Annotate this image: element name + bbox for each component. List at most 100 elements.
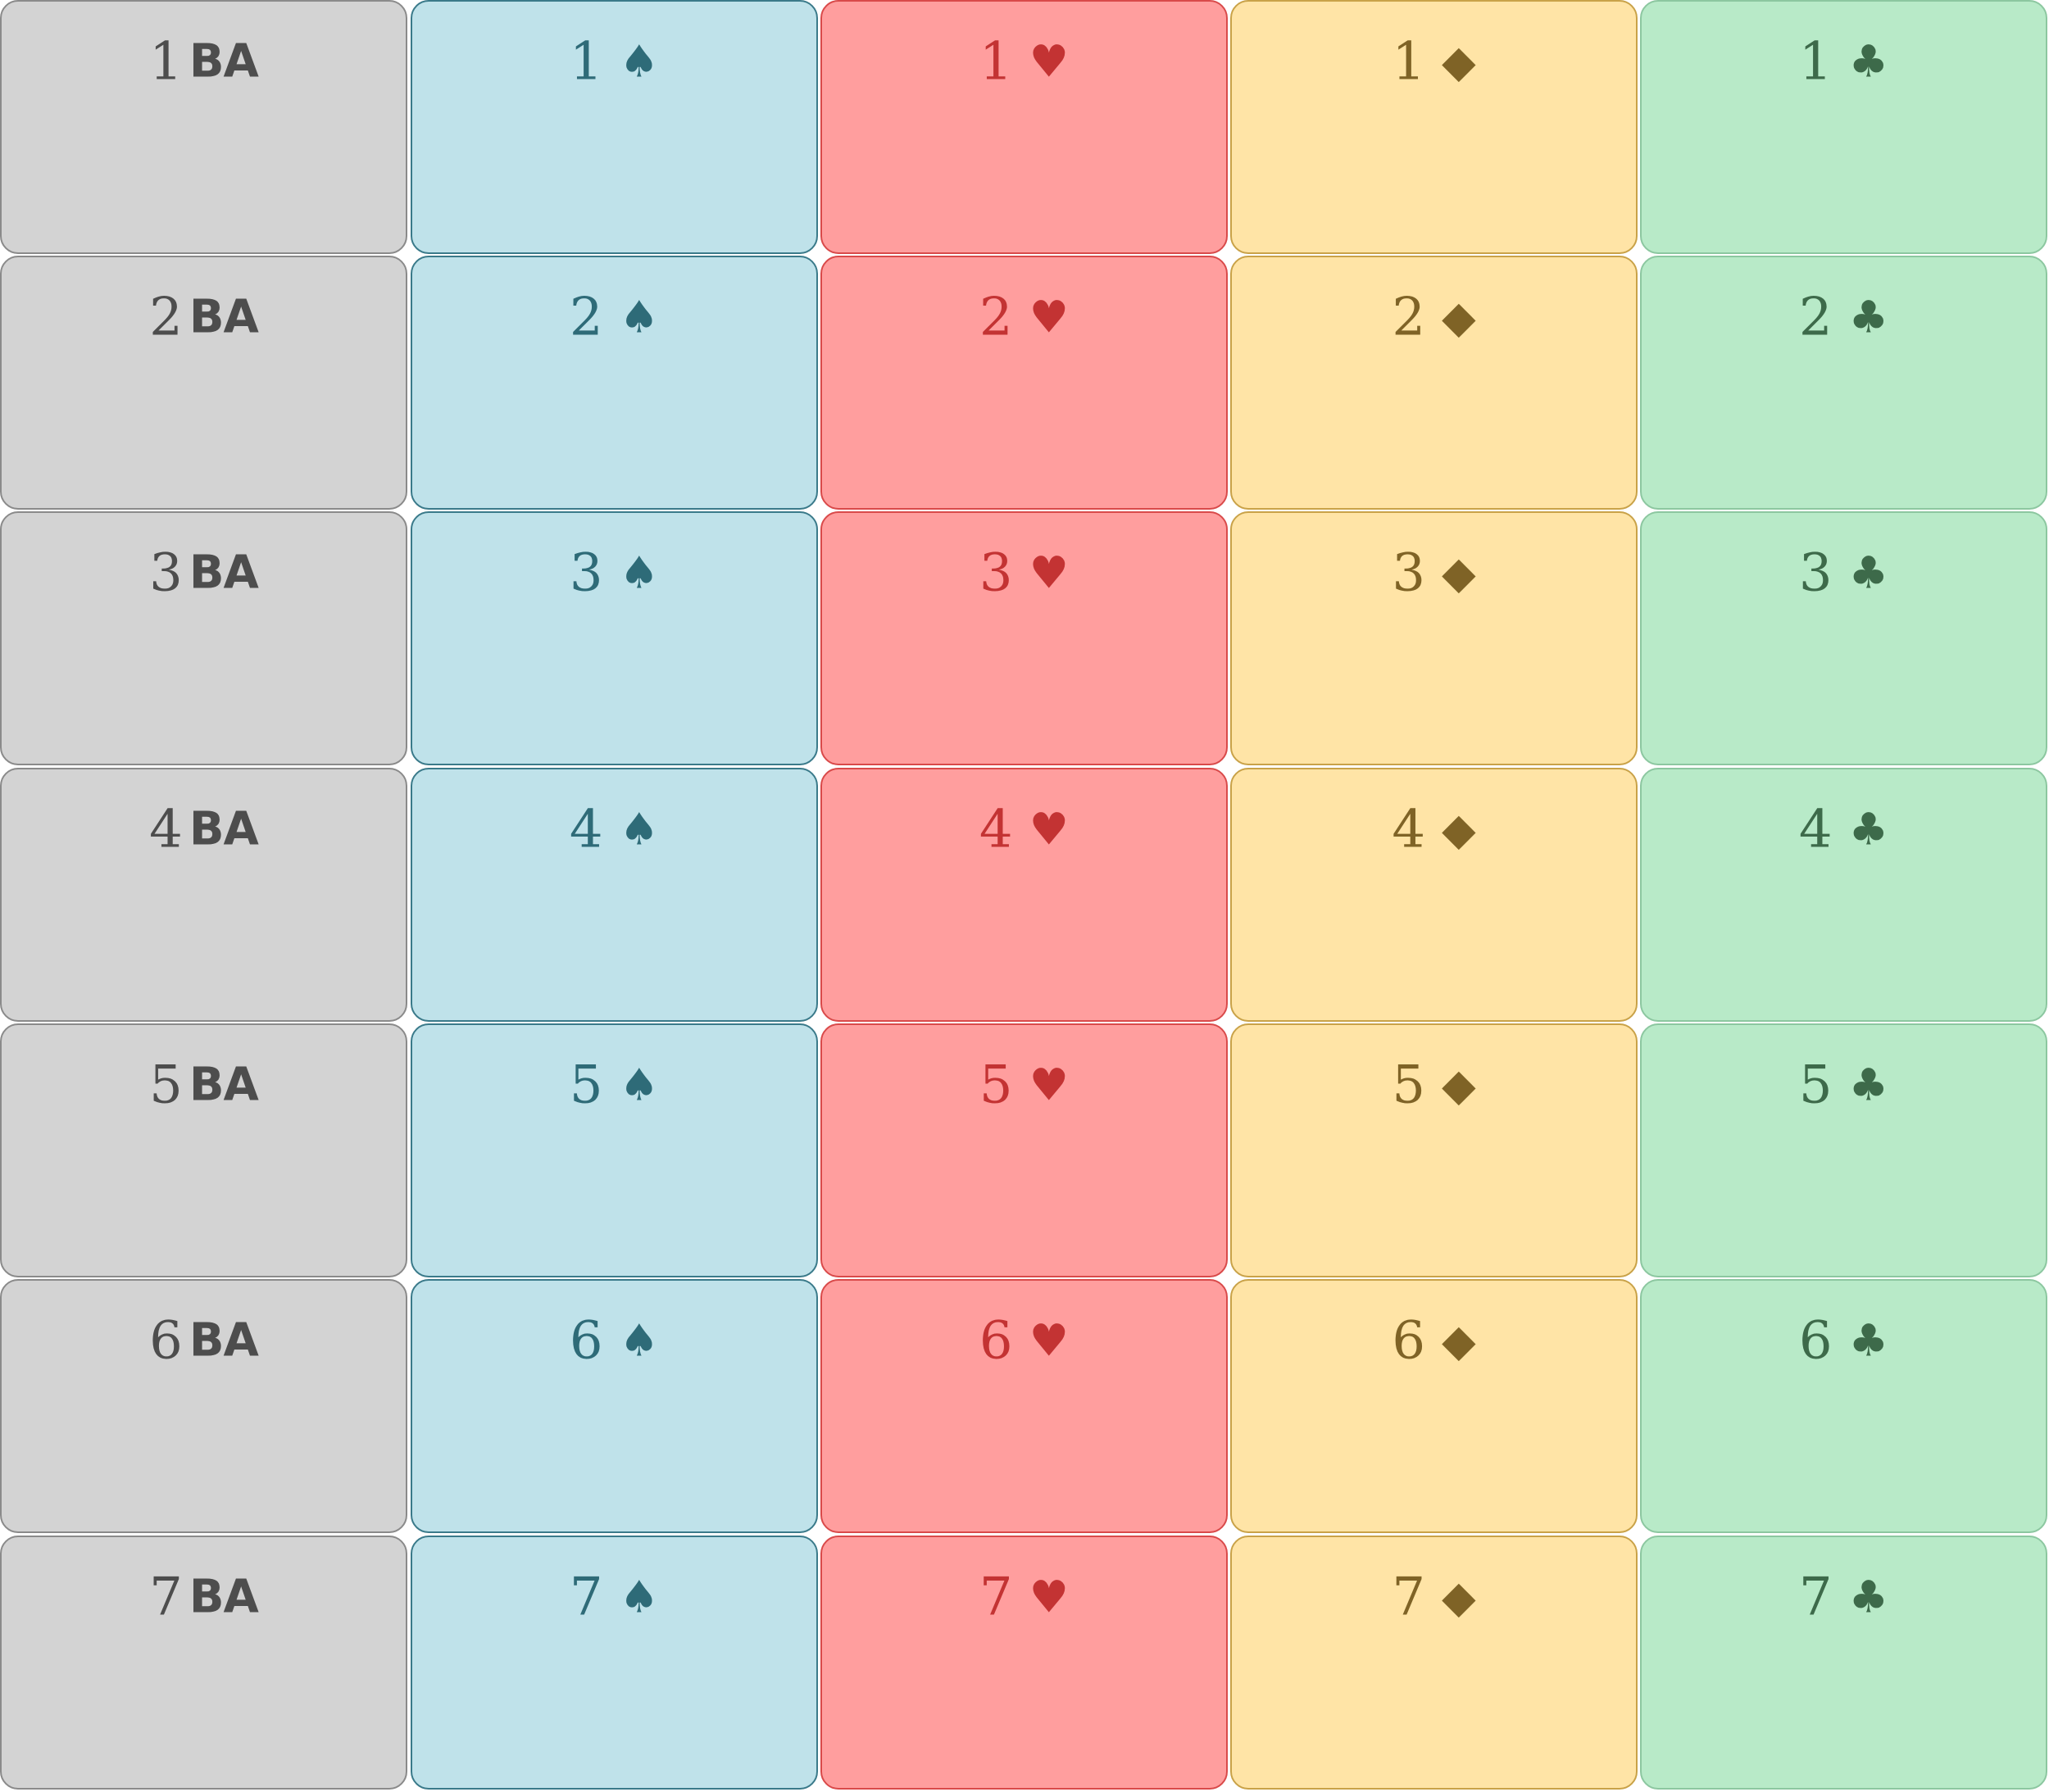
bid-1-hearts[interactable]: 1 ♥ <box>820 0 1228 254</box>
bid-label: 3 ♠ <box>412 542 816 604</box>
bid-1-spades[interactable]: 1 ♠ <box>411 0 818 254</box>
bid-5-clubs[interactable]: 5 ♣ <box>1640 1023 2047 1277</box>
club-icon: ♣ <box>1848 803 1889 855</box>
bid-level: 2 <box>1392 287 1426 348</box>
bid-label: 1 BA <box>2 31 406 93</box>
bid-label: 3 ♣ <box>1642 542 2046 604</box>
bid-5-no-trump[interactable]: 5 BA <box>0 1023 407 1277</box>
bid-label: 7 BA <box>2 1568 406 1626</box>
bid-level: 1 <box>569 31 603 93</box>
bid-level: 3 <box>1798 542 1833 604</box>
bid-2-clubs[interactable]: 2 ♣ <box>1640 256 2047 510</box>
bid-6-spades[interactable]: 6 ♠ <box>411 1279 818 1533</box>
bid-2-no-trump[interactable]: 2 BA <box>0 256 407 510</box>
bid-level: 4 <box>1798 799 1833 860</box>
club-icon: ♣ <box>1848 1314 1889 1367</box>
bid-label: 1 ♣ <box>1642 31 2046 93</box>
bid-4-hearts[interactable]: 4 ♥ <box>820 768 1228 1022</box>
club-icon: ♣ <box>1848 291 1889 343</box>
heart-icon: ♥ <box>1029 1059 1070 1111</box>
bid-4-no-trump[interactable]: 4 BA <box>0 768 407 1022</box>
bid-level: 4 <box>569 799 603 860</box>
no-trump-text: BA <box>189 1570 259 1624</box>
bid-label: 1 ♥ <box>822 31 1226 93</box>
bid-6-hearts[interactable]: 6 ♥ <box>820 1279 1228 1533</box>
bid-5-spades[interactable]: 5 ♠ <box>411 1023 818 1277</box>
bid-label: 7 ♥ <box>822 1568 1226 1626</box>
bid-label: 1 ◆ <box>1232 31 1636 93</box>
bid-3-no-trump[interactable]: 3 BA <box>0 511 407 765</box>
bid-label: 2 BA <box>2 288 406 347</box>
club-icon: ♣ <box>1848 547 1889 599</box>
bid-level: 5 <box>1798 1055 1833 1116</box>
bid-4-diamonds[interactable]: 4 ◆ <box>1230 768 1638 1022</box>
bid-level: 3 <box>1392 542 1426 604</box>
no-trump-text: BA <box>189 1313 259 1368</box>
bid-7-diamonds[interactable]: 7 ◆ <box>1230 1536 1638 1790</box>
bid-6-diamonds[interactable]: 6 ◆ <box>1230 1279 1638 1533</box>
heart-icon: ♥ <box>1029 547 1070 599</box>
bid-level: 5 <box>1392 1055 1426 1116</box>
bid-label: 4 ◆ <box>1232 799 1636 860</box>
bid-3-diamonds[interactable]: 3 ◆ <box>1230 511 1638 765</box>
bid-label: 6 ♥ <box>822 1310 1226 1372</box>
bid-level: 6 <box>569 1310 603 1372</box>
bid-6-no-trump[interactable]: 6 BA <box>0 1279 407 1533</box>
club-icon: ♣ <box>1848 35 1889 88</box>
bid-level: 7 <box>979 1567 1013 1628</box>
no-trump-text: BA <box>189 1058 259 1112</box>
bid-3-spades[interactable]: 3 ♠ <box>411 511 818 765</box>
bid-level: 1 <box>1798 31 1833 93</box>
bid-level: 1 <box>979 31 1013 93</box>
bid-2-hearts[interactable]: 2 ♥ <box>820 256 1228 510</box>
heart-icon: ♥ <box>1029 1571 1070 1623</box>
bid-label: 7 ◆ <box>1232 1568 1636 1626</box>
bid-5-hearts[interactable]: 5 ♥ <box>820 1023 1228 1277</box>
bid-7-no-trump[interactable]: 7 BA <box>0 1536 407 1790</box>
bid-label: 6 ♠ <box>412 1310 816 1372</box>
bid-label: 5 ♥ <box>822 1056 1226 1114</box>
bid-label: 4 ♥ <box>822 801 1226 859</box>
bid-level: 2 <box>979 287 1013 348</box>
bid-1-clubs[interactable]: 1 ♣ <box>1640 0 2047 254</box>
bid-level: 7 <box>1392 1567 1426 1628</box>
bid-3-hearts[interactable]: 3 ♥ <box>820 511 1228 765</box>
club-icon: ♣ <box>1848 1571 1889 1623</box>
bid-4-spades[interactable]: 4 ♠ <box>411 768 818 1022</box>
bid-7-spades[interactable]: 7 ♠ <box>411 1536 818 1790</box>
bid-level: 1 <box>1392 31 1426 93</box>
bid-2-spades[interactable]: 2 ♠ <box>411 256 818 510</box>
bid-level: 4 <box>1392 799 1426 860</box>
bid-label: 4 BA <box>2 799 406 860</box>
diamond-icon: ◆ <box>1442 547 1476 599</box>
no-trump-text: BA <box>189 802 259 856</box>
bid-1-no-trump[interactable]: 1 BA <box>0 0 407 254</box>
bid-level: 6 <box>979 1310 1013 1372</box>
bid-level: 3 <box>569 542 603 604</box>
bid-1-diamonds[interactable]: 1 ◆ <box>1230 0 1638 254</box>
bid-6-clubs[interactable]: 6 ♣ <box>1640 1279 2047 1533</box>
diamond-icon: ◆ <box>1442 1059 1476 1111</box>
spade-icon: ♠ <box>619 547 660 599</box>
diamond-icon: ◆ <box>1442 1314 1476 1367</box>
bid-level: 4 <box>149 799 183 860</box>
heart-icon: ♥ <box>1029 1314 1070 1367</box>
bid-4-clubs[interactable]: 4 ♣ <box>1640 768 2047 1022</box>
bid-label: 5 ♠ <box>412 1056 816 1114</box>
bid-level: 6 <box>149 1310 183 1372</box>
heart-icon: ♥ <box>1029 803 1070 855</box>
bid-7-clubs[interactable]: 7 ♣ <box>1640 1536 2047 1790</box>
bid-label: 5 ◆ <box>1232 1056 1636 1114</box>
bid-level: 5 <box>149 1055 183 1116</box>
bid-level: 7 <box>149 1567 183 1628</box>
bid-level: 6 <box>1798 1310 1833 1372</box>
bid-2-diamonds[interactable]: 2 ◆ <box>1230 256 1638 510</box>
no-trump-text: BA <box>189 546 259 600</box>
bid-7-hearts[interactable]: 7 ♥ <box>820 1536 1228 1790</box>
bid-3-clubs[interactable]: 3 ♣ <box>1640 511 2047 765</box>
no-trump-text: BA <box>189 34 259 88</box>
bid-5-diamonds[interactable]: 5 ◆ <box>1230 1023 1638 1277</box>
bid-level: 2 <box>1798 287 1833 348</box>
bid-label: 4 ♣ <box>1642 799 2046 860</box>
bid-level: 1 <box>149 31 183 93</box>
